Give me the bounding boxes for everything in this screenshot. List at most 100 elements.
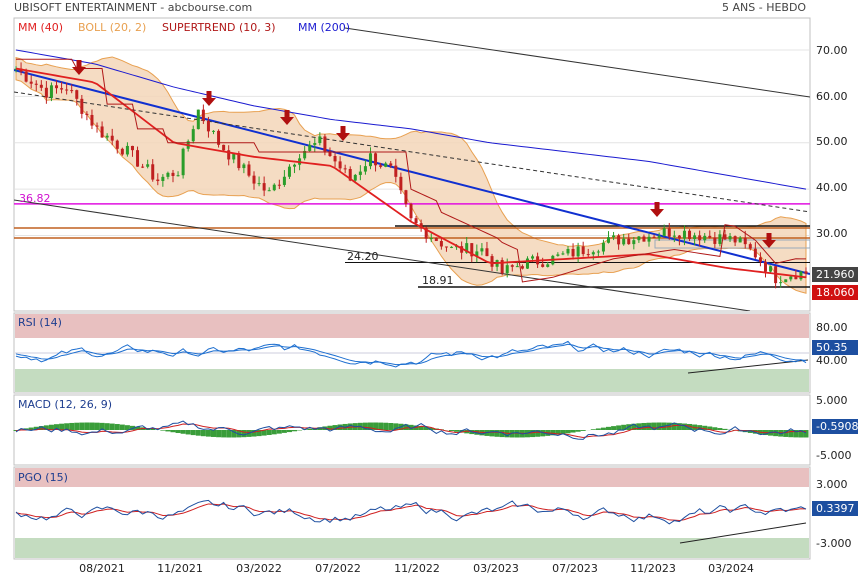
x-tick-label: 07/2022: [315, 562, 361, 575]
down-arrow-icon: [650, 209, 664, 217]
bollinger-band: [15, 56, 807, 294]
candle-body: [763, 261, 767, 272]
candle-body: [515, 266, 519, 268]
macd-histogram-bar: [33, 426, 39, 430]
macd-histogram-bar: [64, 423, 70, 430]
macd-histogram-bar: [575, 430, 581, 432]
macd-histogram-bar: [707, 426, 713, 430]
candle-body: [257, 183, 261, 185]
candle-body: [525, 258, 529, 269]
candle-body: [718, 234, 722, 244]
macd-histogram-bar: [489, 430, 495, 437]
macd-histogram-bar: [687, 423, 693, 430]
candle-body: [500, 260, 504, 274]
legend-boll: BOLL (20, 2): [78, 21, 147, 34]
macd-histogram-bar: [337, 424, 343, 430]
macd-histogram-bar: [428, 427, 434, 430]
candle-body: [774, 266, 778, 284]
candle-body: [313, 143, 317, 145]
candle-body: [379, 165, 383, 167]
candle-body: [368, 153, 372, 167]
macd-histogram-bar: [595, 428, 601, 430]
candle-body: [39, 84, 43, 88]
candle-body: [450, 246, 454, 248]
macd-histogram-bar: [651, 422, 657, 430]
macd-histogram-bar: [185, 430, 191, 435]
candle-body: [303, 150, 307, 159]
macd-histogram-bar: [292, 430, 298, 432]
candle-body: [358, 171, 362, 175]
candle-body: [237, 153, 241, 169]
x-tick-label: 11/2021: [157, 562, 203, 575]
candle-body: [217, 130, 221, 145]
candle-body: [141, 166, 145, 168]
candle-body: [723, 234, 727, 240]
candle-body: [738, 237, 742, 243]
candle-body: [146, 164, 150, 167]
candle-body: [703, 235, 707, 241]
macd-histogram-bar: [216, 430, 222, 438]
candle-body: [100, 126, 104, 138]
level-label-36-82: 36.82: [19, 192, 51, 205]
candle-body: [85, 113, 89, 115]
rsi-label: RSI (14): [18, 316, 62, 329]
candle-body: [733, 236, 737, 243]
candle-body: [201, 109, 205, 121]
candle-body: [181, 148, 185, 176]
macd-histogram-bar: [535, 430, 541, 437]
macd-histogram-bar: [170, 430, 176, 433]
period-label: 5 ANS - HEBDO: [722, 1, 807, 14]
candle-body: [399, 176, 403, 191]
candle-body: [24, 71, 28, 82]
rsi-tick-40: 40.00: [816, 354, 848, 367]
macd-histogram-bar: [23, 428, 29, 430]
candle-body: [333, 156, 337, 162]
upper-channel-line: [344, 27, 810, 98]
macd-histogram-bar: [200, 430, 206, 437]
candle-body: [374, 153, 378, 166]
macd-histogram-bar: [276, 430, 282, 434]
x-tick-label: 11/2023: [630, 562, 676, 575]
pgo-high-zone: [15, 468, 809, 487]
macd-histogram-bar: [135, 426, 141, 430]
macd-histogram-bar: [692, 424, 698, 430]
candle-body: [318, 136, 322, 144]
candle-body: [242, 164, 246, 169]
x-tick-label: 08/2021: [79, 562, 125, 575]
macd-histogram-bar: [251, 430, 257, 437]
pgo-value-badge: 0.3397: [812, 501, 858, 516]
macd-histogram-bar: [752, 430, 758, 434]
candle-body: [34, 83, 38, 85]
macd-histogram-bar: [129, 425, 135, 430]
last-price-badge: 21.960: [812, 267, 858, 282]
macd-histogram-bar: [514, 430, 520, 438]
candle-body: [247, 164, 251, 176]
mm40-line: [15, 67, 807, 279]
macd-histogram-bar: [676, 423, 682, 430]
pgo-low-zone: [15, 538, 809, 558]
arrows: [72, 60, 776, 248]
candle-body: [166, 172, 170, 177]
macd-histogram-bar: [747, 430, 753, 433]
macd-histogram-bar: [550, 430, 556, 436]
candle-body: [343, 168, 347, 170]
candle-body: [328, 151, 332, 157]
candle-body: [110, 135, 114, 141]
macd-histogram-bar: [256, 430, 262, 437]
candle-body: [389, 163, 393, 166]
candle-body: [693, 235, 697, 239]
candle-body: [662, 228, 666, 237]
candle-body: [404, 190, 408, 204]
candle-body: [581, 246, 585, 255]
macd-value-badge: -0.5908: [812, 419, 858, 434]
candle-body: [44, 87, 48, 98]
macd-histogram-bar: [793, 430, 799, 438]
macd-histogram-bar: [580, 430, 586, 431]
pgo-label: PGO (15): [18, 471, 68, 484]
macd-histogram-bar: [373, 422, 379, 430]
macd-histogram-bar: [327, 425, 333, 430]
candle-body: [779, 282, 783, 284]
candle-body: [794, 276, 798, 280]
macd-histogram-bar: [241, 430, 247, 438]
macd-histogram-bar: [403, 424, 409, 430]
